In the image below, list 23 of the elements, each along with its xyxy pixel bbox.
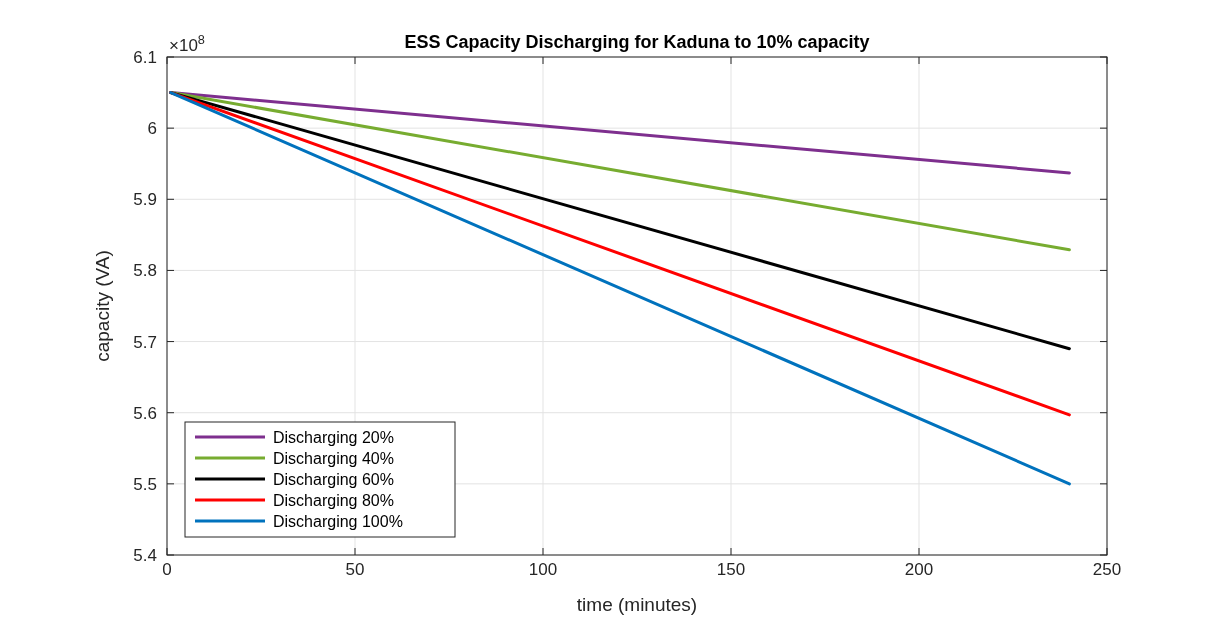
y-tick-label: 5.6 bbox=[133, 403, 157, 423]
y-tick-label: 5.5 bbox=[133, 474, 157, 494]
x-tick-label: 50 bbox=[345, 560, 365, 579]
y-tick-label: 5.7 bbox=[133, 332, 157, 352]
y-axis-title: capacity (VA) bbox=[92, 250, 113, 362]
legend-label: Discharging 80% bbox=[273, 492, 394, 509]
x-axis-title: time (minutes) bbox=[576, 594, 698, 615]
y-tick-label: 5.4 bbox=[133, 546, 157, 565]
chart-title: ESS Capacity Discharging for Kaduna to 10% capacity bbox=[404, 32, 870, 52]
legend-label: Discharging 60% bbox=[273, 471, 394, 488]
legend-label: Discharging 100% bbox=[273, 513, 403, 530]
y-tick-label: 5.9 bbox=[133, 190, 157, 210]
y-tick-label: 5.8 bbox=[133, 261, 157, 281]
y-tick-label: 6 bbox=[147, 119, 157, 139]
x-tick-label: 250 bbox=[1092, 560, 1122, 579]
legend-label: Discharging 20% bbox=[273, 429, 394, 446]
x-tick-label: 150 bbox=[716, 560, 746, 579]
x-tick-label: 0 bbox=[162, 560, 172, 579]
legend-label: Discharging 40% bbox=[273, 450, 394, 467]
x-tick-label: 100 bbox=[528, 560, 558, 579]
text: ×10$^{8}$ bbox=[169, 31, 205, 55]
x-tick-label: 200 bbox=[904, 560, 934, 579]
y-tick-label: 6.1 bbox=[133, 48, 157, 67]
